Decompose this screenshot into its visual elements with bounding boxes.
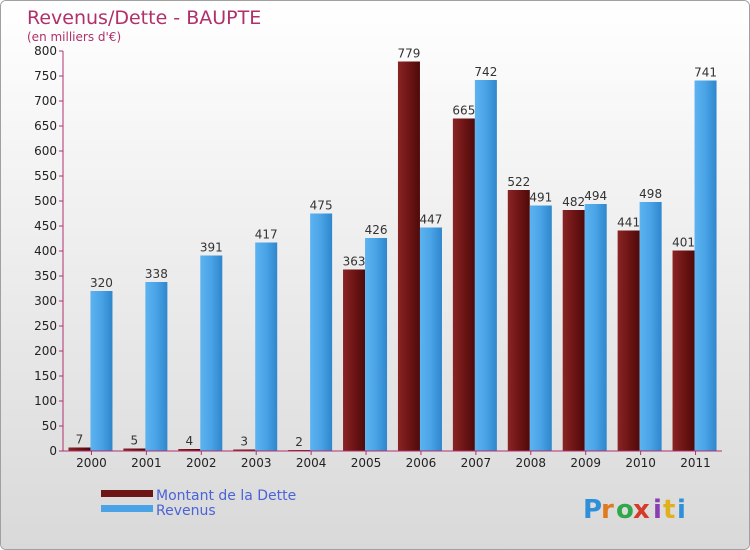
logo-letter: i <box>653 495 662 525</box>
y-tick-label: 100 <box>34 394 57 408</box>
legend-label-debt: Montant de la Dette <box>156 488 296 504</box>
y-tick-label: 0 <box>49 444 57 458</box>
y-axis: 0 50 100 150 200 250 300 350 400 450 500 550 600 650 7… <box>34 44 64 458</box>
logo-letter: r <box>601 495 614 525</box>
x-tick-label: 2007 <box>461 456 492 470</box>
data-label-revenus-2011: 741 <box>694 66 717 80</box>
legend: Montant de la Dette Revenus <box>101 488 296 519</box>
y-tick-label: 550 <box>34 169 57 183</box>
x-tick-label: 2009 <box>570 456 601 470</box>
y-tick-label: 250 <box>34 319 57 333</box>
bar-debt-2010 <box>617 230 640 451</box>
data-label-revenus-2003: 417 <box>255 228 278 242</box>
x-tick-label: 2004 <box>296 456 327 470</box>
y-tick-label: 500 <box>34 194 57 208</box>
bar-debt-2002 <box>178 449 201 451</box>
bar-revenus-2004 <box>310 213 333 451</box>
y-tick-label: 200 <box>34 344 57 358</box>
y-tick-label: 750 <box>34 69 57 83</box>
bar-revenus-2005 <box>365 238 388 451</box>
bar-debt-2006 <box>397 61 420 451</box>
logo-letter: t <box>663 495 675 525</box>
data-label-debt-2006: 779 <box>398 47 421 61</box>
x-tick-label: 2000 <box>76 456 107 470</box>
data-label-debt-2005: 363 <box>343 255 366 269</box>
logo-letter: o <box>616 495 634 525</box>
bar-debt-2008 <box>507 190 530 451</box>
data-label-debt-2004: 2 <box>295 435 303 449</box>
y-tick-label: 800 <box>34 44 57 58</box>
x-tick-label: 2010 <box>625 456 656 470</box>
x-tick-label: 2002 <box>186 456 217 470</box>
y-tick-label: 150 <box>34 369 57 383</box>
x-tick-label: 2001 <box>131 456 162 470</box>
y-tick-label: 300 <box>34 294 57 308</box>
bar-revenus-2002 <box>200 255 223 451</box>
y-tick-label: 350 <box>34 269 57 283</box>
data-label-revenus-2007: 742 <box>474 65 497 79</box>
data-label-revenus-2004: 475 <box>310 199 333 213</box>
bar-revenus-2006 <box>419 227 442 451</box>
bar-revenus-2007 <box>474 80 497 451</box>
data-label-debt-2011: 401 <box>672 236 695 250</box>
data-label-debt-2002: 4 <box>185 434 193 448</box>
bar-revenus-2001 <box>145 282 168 451</box>
data-label-debt-2009: 482 <box>562 195 585 209</box>
data-label-revenus-2010: 498 <box>639 187 662 201</box>
bars: 7 320 5 338 4 391 3 417 2 475 363 426 779 447 665 742 52… <box>68 47 717 451</box>
data-label-debt-2007: 665 <box>452 104 475 118</box>
data-label-revenus-2000: 320 <box>90 276 113 290</box>
bar-revenus-2008 <box>529 205 552 451</box>
bar-revenus-2010 <box>639 202 662 451</box>
bar-debt-2009 <box>562 210 585 451</box>
data-label-debt-2000: 7 <box>76 433 84 447</box>
data-label-revenus-2001: 338 <box>145 267 168 281</box>
y-tick-label: 600 <box>34 144 57 158</box>
x-axis: 2000 2001 2002 2003 2004 2005 2006 2007 2008 2009… <box>63 450 722 470</box>
x-tick-label: 2006 <box>406 456 437 470</box>
bar-revenus-2011 <box>694 80 717 451</box>
data-label-revenus-2005: 426 <box>365 223 388 237</box>
data-label-revenus-2008: 491 <box>529 191 552 205</box>
bar-revenus-2003 <box>255 242 278 451</box>
x-tick-label: 2005 <box>351 456 382 470</box>
x-tick-label: 2003 <box>241 456 272 470</box>
bar-revenus-2009 <box>584 204 607 451</box>
x-tick-label: 2008 <box>516 456 547 470</box>
y-tick-label: 50 <box>42 419 57 433</box>
data-label-revenus-2009: 494 <box>584 189 607 203</box>
data-label-revenus-2002: 391 <box>200 241 223 255</box>
y-tick-label: 400 <box>34 244 57 258</box>
data-label-revenus-2006: 447 <box>420 213 443 227</box>
bar-debt-2003 <box>233 449 256 451</box>
logo-letter: P <box>583 495 602 525</box>
bar-debt-2005 <box>343 269 366 451</box>
data-label-debt-2008: 522 <box>507 175 530 189</box>
bar-debt-2000 <box>68 447 91 451</box>
bar-debt-2007 <box>452 118 475 451</box>
legend-swatch-revenus <box>101 505 153 512</box>
bar-debt-2011 <box>672 250 695 451</box>
chart-title: Revenus/Dette - BAUPTE <box>27 7 261 29</box>
x-tick-label: 2011 <box>680 456 711 470</box>
proxiti-logo: Pr o x i t i <box>583 495 686 525</box>
logo-letter: x <box>633 495 650 525</box>
y-tick-label: 650 <box>34 119 57 133</box>
chart-subtitle: (en milliers d'€) <box>27 30 121 44</box>
data-label-debt-2010: 441 <box>617 216 640 230</box>
data-label-debt-2003: 3 <box>240 435 248 449</box>
logo-letter: i <box>677 495 686 525</box>
legend-label-revenus: Revenus <box>156 503 216 519</box>
y-tick-label: 700 <box>34 94 57 108</box>
data-label-debt-2001: 5 <box>131 434 139 448</box>
legend-swatch-debt <box>101 490 153 497</box>
bar-debt-2001 <box>123 448 146 451</box>
y-tick-label: 450 <box>34 219 57 233</box>
bar-revenus-2000 <box>90 291 113 451</box>
